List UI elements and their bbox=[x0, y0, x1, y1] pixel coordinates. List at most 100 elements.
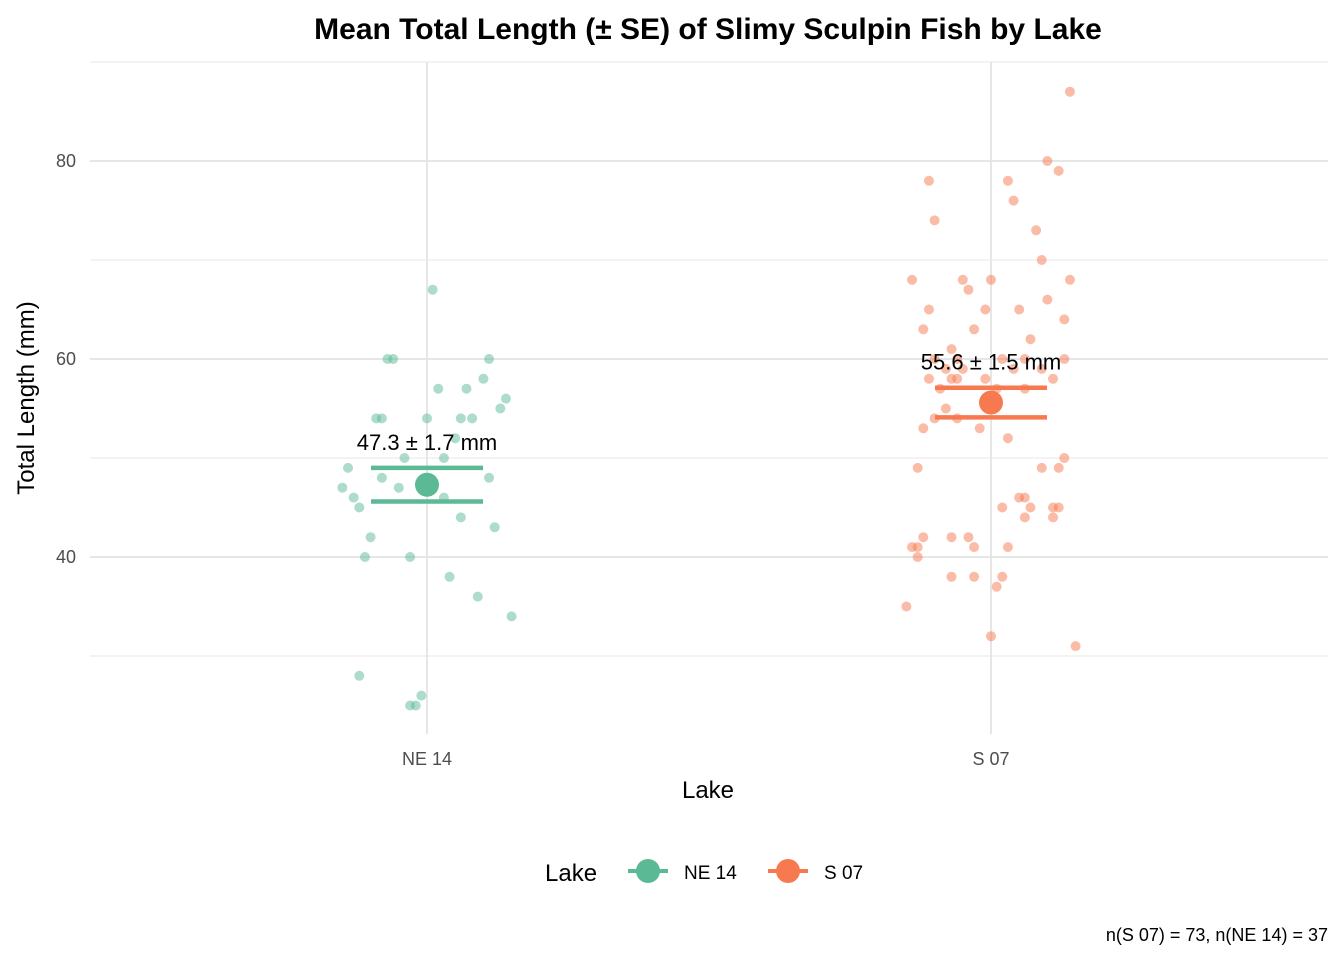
data-point bbox=[963, 284, 974, 295]
data-point bbox=[1031, 225, 1042, 236]
data-point bbox=[416, 690, 427, 701]
data-point bbox=[907, 274, 918, 285]
data-point bbox=[376, 472, 387, 483]
data-point bbox=[980, 304, 991, 315]
mean-point bbox=[979, 390, 1003, 415]
plot-grid bbox=[90, 61, 1328, 734]
data-point bbox=[969, 542, 980, 553]
data-point bbox=[343, 462, 354, 473]
data-point bbox=[1064, 274, 1075, 285]
data-point bbox=[365, 532, 376, 543]
data-point bbox=[980, 373, 991, 384]
data-point bbox=[946, 373, 957, 384]
data-point bbox=[997, 354, 1008, 364]
data-point bbox=[1002, 175, 1013, 186]
data-point bbox=[957, 363, 968, 374]
data-point bbox=[1059, 354, 1070, 364]
data-point bbox=[444, 571, 455, 582]
data-point bbox=[1019, 354, 1030, 364]
data-point bbox=[427, 284, 438, 295]
legend-title: Lake bbox=[545, 860, 597, 887]
data-point bbox=[1042, 156, 1053, 166]
data-point bbox=[946, 571, 957, 582]
data-point bbox=[1070, 641, 1081, 652]
data-point bbox=[929, 215, 940, 226]
legend-key-dot bbox=[636, 859, 660, 883]
data-point bbox=[1053, 165, 1064, 176]
data-point bbox=[901, 601, 912, 612]
legend-item-ne14: NE 14 bbox=[628, 859, 737, 884]
legend: Lake NE 14 S 07 bbox=[545, 859, 863, 887]
data-point bbox=[1053, 462, 1064, 473]
legend-item-s07: S 07 bbox=[768, 859, 863, 884]
chart-title: Mean Total Length (± SE) of Slimy Sculpi… bbox=[314, 13, 1102, 46]
data-point bbox=[991, 581, 1002, 592]
data-point bbox=[1002, 542, 1013, 553]
mean-se-summaries: 47.3 ± 1.7 mm 55.6 ± 1.5 mm bbox=[357, 350, 1061, 504]
legend-label-s07: S 07 bbox=[824, 863, 863, 884]
mean-point bbox=[415, 472, 439, 497]
data-point bbox=[376, 413, 387, 424]
data-point bbox=[461, 383, 472, 394]
data-point bbox=[918, 324, 929, 335]
data-point bbox=[997, 571, 1008, 582]
data-point bbox=[489, 522, 500, 533]
data-point bbox=[484, 472, 495, 483]
data-point bbox=[388, 354, 399, 364]
y-tick-label: 60 bbox=[56, 349, 76, 369]
data-point bbox=[1014, 304, 1025, 315]
data-point bbox=[940, 363, 951, 374]
data-point bbox=[495, 403, 506, 414]
data-point bbox=[912, 552, 923, 562]
y-tick-label: 40 bbox=[56, 547, 76, 567]
data-points bbox=[337, 86, 1081, 711]
data-point bbox=[923, 175, 934, 186]
sample-size-caption: n(S 07) = 73, n(NE 14) = 37 bbox=[1106, 925, 1328, 945]
data-point bbox=[1059, 314, 1070, 325]
data-point bbox=[1064, 86, 1075, 97]
data-point bbox=[433, 383, 444, 394]
data-point bbox=[918, 423, 929, 434]
data-point bbox=[422, 413, 432, 424]
data-point bbox=[337, 482, 348, 493]
data-point bbox=[946, 344, 957, 355]
data-point bbox=[963, 532, 974, 543]
data-point bbox=[1008, 363, 1019, 374]
data-point bbox=[952, 354, 963, 364]
data-point bbox=[450, 433, 461, 444]
data-point bbox=[348, 492, 359, 503]
mean-se-label: 47.3 ± 1.7 mm bbox=[357, 430, 497, 455]
data-point bbox=[1059, 453, 1070, 463]
data-point bbox=[438, 453, 449, 463]
data-point bbox=[1036, 363, 1047, 374]
y-axis-title: Total Length (mm) bbox=[13, 301, 40, 494]
data-point bbox=[1008, 195, 1019, 206]
data-point bbox=[918, 532, 929, 543]
data-point bbox=[354, 502, 365, 513]
data-point bbox=[500, 393, 511, 404]
x-tick-label: S 07 bbox=[972, 749, 1009, 769]
data-point bbox=[1048, 512, 1059, 523]
data-point bbox=[405, 552, 416, 562]
data-point bbox=[957, 274, 968, 285]
data-point bbox=[946, 532, 957, 543]
x-axis-title: Lake bbox=[682, 777, 734, 804]
data-point bbox=[354, 670, 365, 681]
data-point bbox=[923, 373, 934, 384]
data-point bbox=[455, 512, 466, 523]
data-point bbox=[399, 453, 410, 463]
data-point bbox=[1036, 462, 1047, 473]
data-point bbox=[1053, 502, 1064, 513]
data-point bbox=[986, 631, 996, 642]
data-point bbox=[359, 552, 370, 562]
data-point bbox=[1025, 502, 1036, 513]
mean-se-label: 55.6 ± 1.5 mm bbox=[921, 350, 1061, 375]
data-point bbox=[472, 591, 483, 602]
data-point bbox=[969, 571, 980, 582]
x-tick-label: NE 14 bbox=[402, 749, 452, 769]
data-point bbox=[1036, 255, 1047, 265]
data-point bbox=[969, 324, 980, 335]
data-point bbox=[1042, 294, 1053, 305]
legend-label-ne14: NE 14 bbox=[684, 863, 737, 884]
